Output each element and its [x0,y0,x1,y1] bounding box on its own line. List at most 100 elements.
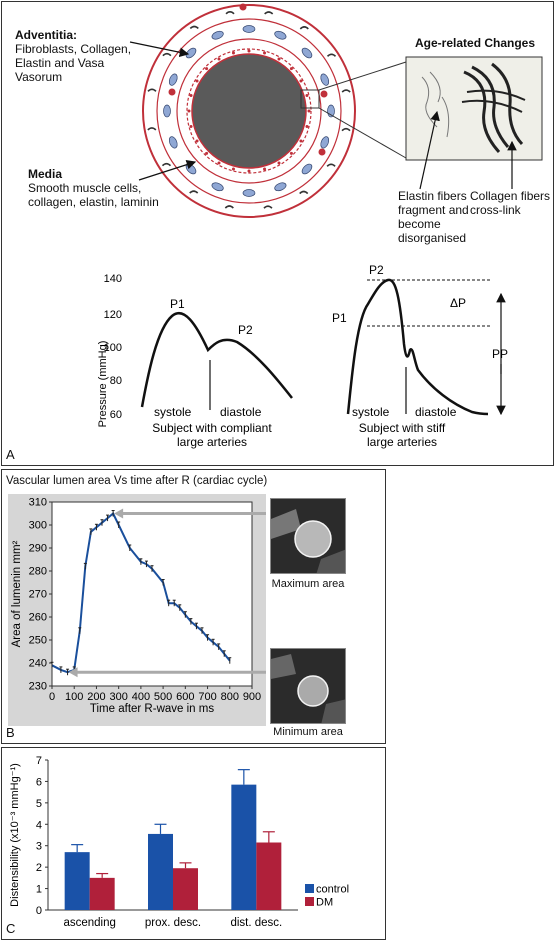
category-label: dist. desc. [230,917,282,929]
collagen-fiber [225,11,235,15]
stiff-caption: large arteries [367,435,437,449]
bar-control [148,833,173,910]
collagen-fiber [147,88,157,92]
max-area-image [270,498,346,574]
smooth-muscle-cell [320,73,330,86]
y-tick-label: 0 [36,905,42,917]
adventitia-line: Fibroblasts, Collagen, [15,42,132,56]
y-tick-label: 230 [29,681,47,693]
p2-label: P2 [238,323,253,337]
y-tick-label: 300 [29,520,47,532]
collagen-line: Collagen fibers [470,189,551,203]
x-tick-label: 400 [132,691,150,703]
endothelial-dot [231,51,235,55]
bar-dm [173,868,198,910]
lumen-chart-title: Vascular lumen area Vs time after R (car… [6,475,268,487]
bar-dm [89,877,115,910]
panel-letter-b: B [6,725,15,740]
smooth-muscle-cell [242,189,256,197]
x-tick-label: 500 [154,691,172,703]
artery-cross-section [129,3,543,218]
collagen-fiber [189,25,199,30]
endothelial-dot [305,125,309,129]
smooth-muscle-cell [163,104,171,118]
y-tick-label: 4 [36,819,42,831]
endothelial-dot [247,169,251,173]
bar-dm [256,842,282,910]
elastin-line: disorganised [398,231,467,245]
elastin-line: become [398,217,441,231]
collagen-fiber [299,190,309,195]
pp-label: PP [492,347,508,361]
endothelial-dot [263,51,267,55]
systole-label: systole [154,405,192,419]
min-area-caption: Minimum area [273,726,343,738]
min-area-arrowhead [68,667,78,678]
endothelial-dot [247,49,251,53]
x-tick-label: 800 [221,691,239,703]
compliant-caption: Subject with compliant [152,421,272,435]
stiff-diastole-label: diastole [415,405,457,419]
y-tick-label: 290 [29,543,47,555]
endothelial-dot [195,79,199,83]
media-label: Media Smooth muscle cells, collagen, ela… [28,167,159,209]
vasa-vasorum [168,88,176,96]
x-tick-label: 900 [243,691,261,703]
collagen-fiber [264,11,274,15]
smooth-muscle-cell [301,163,313,175]
y-tick-label: 250 [29,635,47,647]
legend-swatch [305,884,314,893]
diastole-label: diastole [220,405,262,419]
bar-control [231,784,257,910]
endothelial-dot [299,79,303,83]
bar-control [64,852,90,910]
smooth-muscle-cell [211,182,224,192]
adventitia-line: Elastin and Vasa [15,56,105,70]
smooth-muscle-cell [301,47,313,59]
y-tick-label: 5 [36,798,42,810]
x-tick-label: 700 [198,691,216,703]
y-tick-label: 6 [36,776,42,788]
elastin-caption: Elastin fibers fragment and become disor… [398,189,469,245]
pressure-tick: 100 [104,342,122,354]
stiff-systole-label: systole [352,405,390,419]
y-tick-label: 3 [36,841,42,853]
endothelial-dot [205,151,209,155]
plot-area [51,501,253,687]
legend-swatch [305,897,314,906]
smooth-muscle-cell [242,25,256,33]
endothelial-dot [289,67,293,71]
x-tick-label: 300 [109,691,127,703]
elastin-line: Elastin fibers [398,189,467,203]
collagen-fiber [162,52,172,57]
y-tick-label: 1 [36,884,42,896]
collagen-fiber [224,205,234,209]
x-axis-label: Time after R-wave in ms [90,703,214,715]
panel-a: Adventitia: Fibroblasts, Collagen, Elast… [1,1,554,466]
pressure-axis-label: Pressure (mmHg) [97,341,109,428]
media-line: Smooth muscle cells, [28,181,142,195]
vasa-vasorum [320,90,328,98]
endothelial-dot [187,109,191,113]
pressure-tick: 60 [110,409,122,421]
category-label: ascending [63,917,115,929]
legend-label: control [316,884,349,896]
stiff-p1-label: P1 [332,311,347,325]
endothelial-dot [231,167,235,171]
collagen-fiber [341,127,351,132]
collagen-fiber [147,127,157,131]
vessel-mri-min [271,649,345,723]
y-tick-label: 280 [29,566,47,578]
endothelial-dot [205,67,209,71]
endothelial-dot [289,151,293,155]
y-tick-label: 270 [29,589,47,601]
y-tick-label: 310 [29,497,47,509]
adventitia-line: Vasorum [15,70,63,84]
endothelial-dot [305,93,309,97]
collagen-line: cross-link [470,203,521,217]
endothelial-dot [277,57,281,61]
x-tick-label: 600 [176,691,194,703]
smooth-muscle-cell [274,30,287,40]
collagen-fiber [326,163,336,167]
